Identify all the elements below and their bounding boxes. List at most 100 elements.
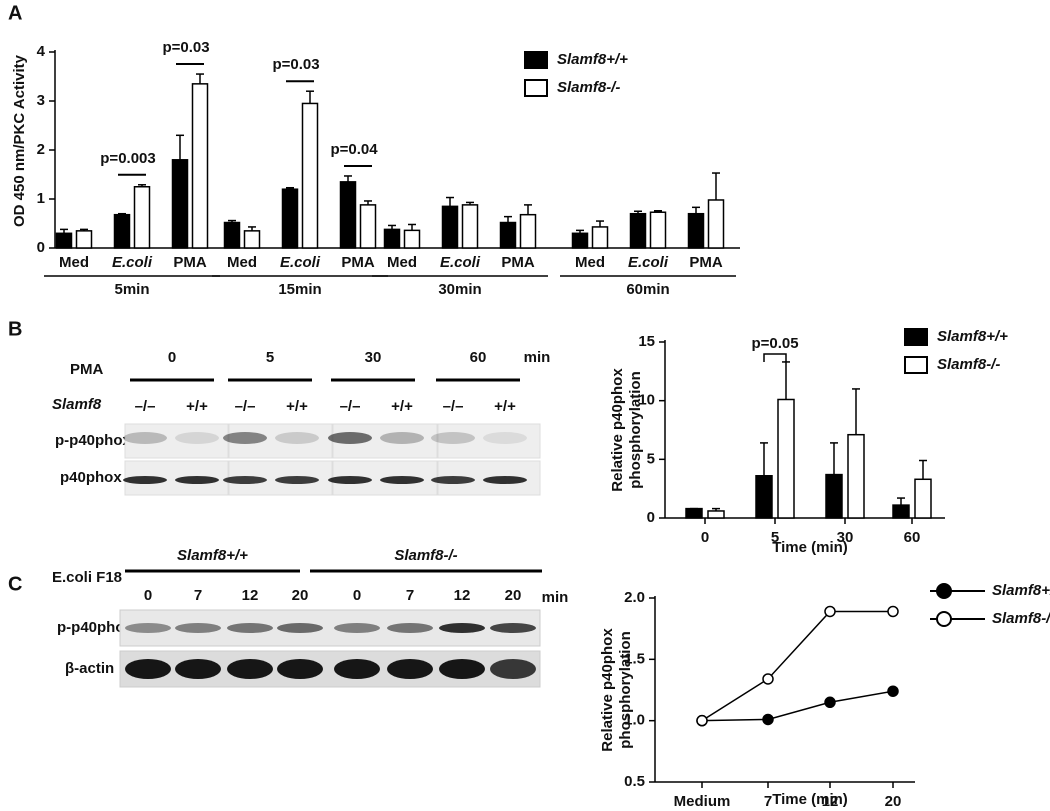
- time-label: 30: [365, 349, 382, 366]
- blot-band: [439, 623, 485, 633]
- blot-band: [125, 659, 171, 679]
- row-label: p-p40phox: [55, 432, 131, 449]
- bar: [707, 510, 725, 519]
- y-tick-label: 4: [37, 43, 46, 60]
- blot-band: [123, 476, 167, 484]
- x-tick-label: Med: [387, 254, 417, 271]
- x-tick-label: E.coli: [440, 254, 481, 271]
- p-value: p=0.04: [330, 141, 378, 158]
- bar: [892, 504, 910, 519]
- row-label: Slamf8: [52, 396, 102, 413]
- unit-label: min: [524, 349, 551, 366]
- bar: [301, 102, 319, 249]
- blot-band: [431, 432, 475, 444]
- unit-label: min: [542, 589, 569, 606]
- blot-background: [437, 423, 541, 459]
- x-tick-label: Medium: [674, 793, 731, 810]
- legend-label: Slamf8-/-: [557, 79, 620, 96]
- blot-band: [380, 432, 424, 444]
- blot-band: [275, 476, 319, 484]
- bar: [825, 473, 843, 519]
- blot-band: [490, 659, 536, 679]
- blot-background: [228, 423, 333, 459]
- marker: [824, 605, 836, 618]
- bar: [403, 229, 421, 249]
- bar: [171, 159, 189, 249]
- bar: [685, 507, 703, 519]
- time-label: 0: [168, 349, 176, 366]
- line: [701, 690, 894, 722]
- x-tick-label: 0: [701, 529, 709, 546]
- bar: [133, 186, 151, 249]
- bar: [499, 221, 517, 249]
- legend-marker: [936, 611, 952, 627]
- legend-label: Slamf8+/+: [937, 328, 1008, 345]
- x-tick-label: PMA: [173, 254, 207, 271]
- row-label: p40phox: [60, 469, 122, 486]
- blot-band: [175, 659, 221, 679]
- blot-band: [334, 659, 380, 679]
- panel-label: B: [8, 318, 22, 340]
- x-tick-label: 12: [822, 793, 839, 810]
- y-tick-label: 0: [37, 239, 45, 256]
- bar: [755, 475, 773, 519]
- blot-band: [277, 623, 323, 633]
- x-axis-label: Time (min): [772, 791, 848, 808]
- blot-band: [380, 476, 424, 484]
- x-tick-label: 20: [885, 793, 902, 810]
- bar: [359, 204, 377, 249]
- blot-band: [387, 623, 433, 633]
- blot-band: [387, 659, 433, 679]
- y-tick-label: 2: [37, 141, 45, 158]
- bar: [519, 213, 537, 249]
- lane-label: –/–: [135, 398, 156, 415]
- blot-band: [328, 476, 372, 484]
- blot-band: [277, 659, 323, 679]
- bar: [461, 204, 479, 249]
- marker: [762, 713, 774, 726]
- marker: [762, 673, 774, 685]
- bar: [281, 188, 299, 249]
- blot-band: [490, 623, 536, 633]
- x-tick-label: Med: [59, 254, 89, 271]
- lane-label: +/+: [186, 398, 208, 415]
- p-value: p=0.03: [162, 39, 209, 56]
- group-label: 60min: [626, 281, 669, 298]
- bar: [441, 205, 459, 249]
- row-label: PMA: [70, 361, 104, 378]
- y-tick-label: 2.0: [624, 589, 645, 606]
- lane-label: –/–: [340, 398, 361, 415]
- x-tick-label: 7: [764, 793, 772, 810]
- legend-label: Slamf8+/+: [992, 582, 1050, 599]
- lane-label: –/–: [235, 398, 256, 415]
- lane-label: 0: [144, 587, 152, 604]
- blot-band: [431, 476, 475, 484]
- legend-marker: [936, 583, 952, 599]
- y-tick-label: 1.5: [624, 650, 645, 667]
- bar: [777, 398, 795, 519]
- time-label: 60: [470, 349, 487, 366]
- blot-band: [328, 432, 372, 444]
- lane-label: 20: [505, 587, 522, 604]
- row-label: E.coli F18: [52, 569, 122, 586]
- x-tick-label: PMA: [501, 254, 535, 271]
- x-tick-label: Med: [575, 254, 605, 271]
- legend-label: Slamf8-/-: [992, 610, 1050, 627]
- lane-label: 12: [454, 587, 471, 604]
- lane-label: 7: [406, 587, 414, 604]
- y-tick-label: 10: [638, 392, 655, 409]
- blot-band: [439, 659, 485, 679]
- blot-band: [275, 432, 319, 444]
- lane-label: 20: [292, 587, 309, 604]
- blot-band: [227, 623, 273, 633]
- significance-bracket: [763, 353, 787, 362]
- x-tick-label: E.coli: [112, 254, 153, 271]
- y-tick-label: 1.0: [624, 712, 645, 729]
- legend-swatch: [904, 356, 928, 374]
- blot-band: [123, 432, 167, 444]
- lane-label: +/+: [286, 398, 308, 415]
- y-tick-label: 0.5: [624, 773, 645, 790]
- bar: [914, 478, 932, 519]
- time-label: 5: [266, 349, 274, 366]
